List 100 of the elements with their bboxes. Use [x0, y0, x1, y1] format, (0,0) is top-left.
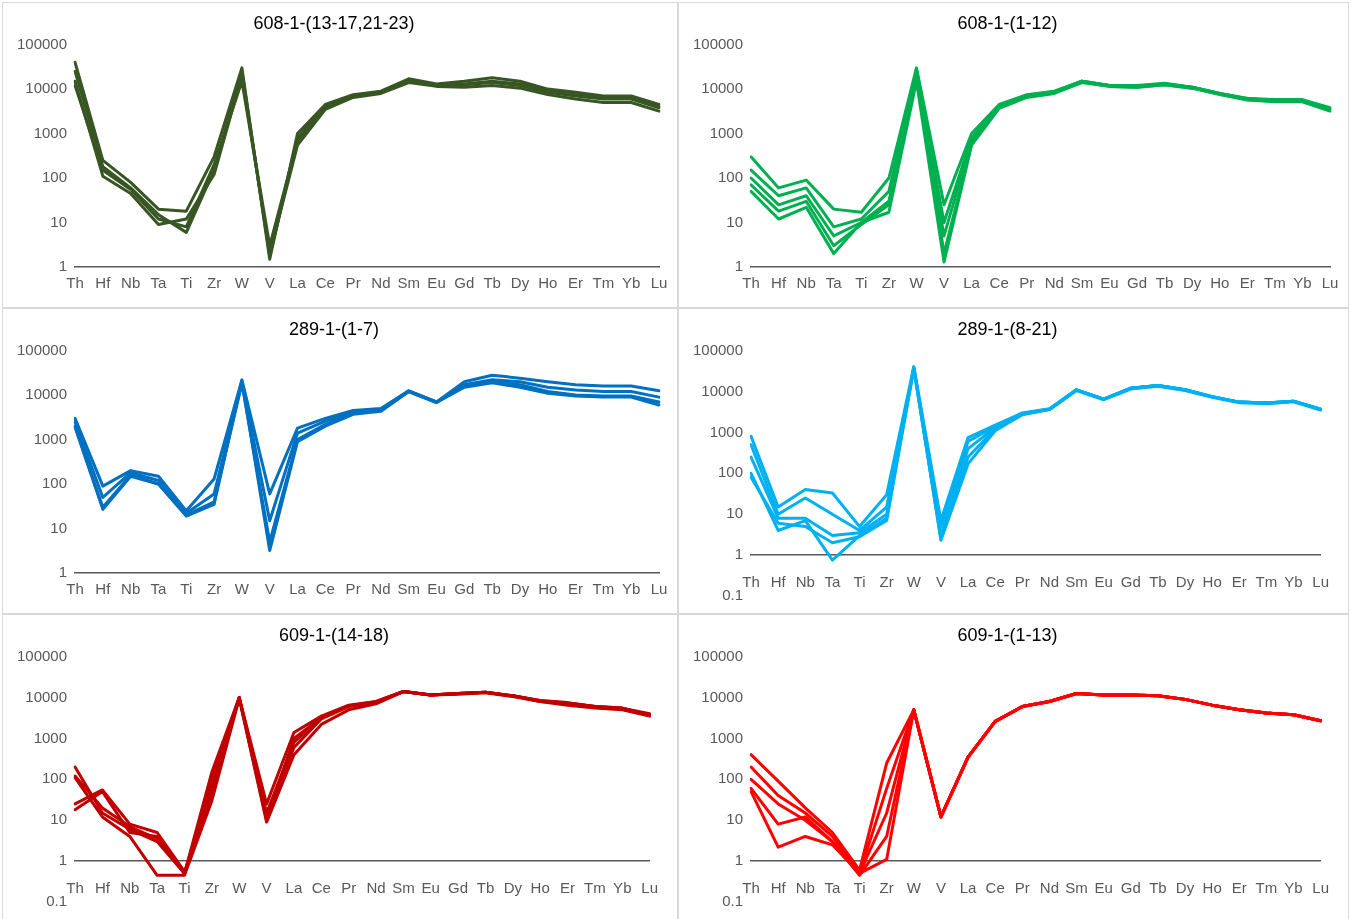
x-tick-label: Dy	[1182, 274, 1202, 292]
y-tick-label: 1000	[709, 123, 744, 141]
x-tick-label: Ce	[311, 879, 331, 897]
y-tick-label: 1000	[709, 728, 744, 746]
x-tick-label: Er	[560, 879, 576, 897]
x-tick-label: Zr	[879, 573, 894, 591]
x-tick-label: Eu	[1100, 274, 1119, 292]
x-tick-label: Hf	[95, 274, 112, 292]
x-tick-label: Th	[66, 879, 84, 897]
y-tick-label: 100000	[692, 34, 744, 52]
x-tick-label: Lu	[1321, 274, 1339, 292]
x-tick-label: Ce	[315, 580, 335, 598]
x-tick-label: Tb	[476, 879, 495, 897]
chart-title: 609-1-(1-13)	[957, 624, 1058, 645]
chart-title: 289-1-(8-21)	[957, 318, 1058, 339]
x-tick-label: Eu	[1094, 879, 1113, 897]
y-tick-label: 1000	[33, 429, 68, 447]
x-tick-label: Ti	[853, 573, 866, 591]
x-tick-label: Yb	[1284, 573, 1303, 591]
x-tick-label: Lu	[641, 879, 658, 897]
y-tick-label: 10	[50, 518, 68, 536]
x-tick-label: Pr	[1019, 274, 1035, 292]
x-tick-label: Dy	[503, 879, 523, 897]
chart-title: 289-1-(1-7)	[288, 318, 380, 339]
y-tick-label: 10000	[701, 79, 744, 97]
y-tick-label: 10000	[701, 381, 744, 399]
x-tick-label: Nb	[121, 274, 141, 292]
y-tick-label: 10	[726, 212, 744, 230]
y-tick-label: 1	[734, 257, 744, 275]
x-tick-label: Er	[1231, 879, 1247, 897]
y-tick-label: 0.1	[722, 586, 744, 604]
x-tick-label: Th	[66, 274, 84, 292]
x-tick-label: Lu	[1312, 573, 1329, 591]
x-tick-label: Tb	[1155, 274, 1174, 292]
y-tick-label: 100	[718, 769, 744, 787]
x-tick-label: Er	[568, 580, 584, 598]
x-tick-label: La	[285, 879, 303, 897]
x-tick-label: Dy	[1175, 879, 1195, 897]
x-tick-label: Dy	[510, 580, 530, 598]
y-tick-label: 10000	[25, 79, 68, 97]
x-tick-label: Nb	[796, 274, 816, 292]
x-tick-label: Er	[1239, 274, 1255, 292]
y-tick-label: 100	[718, 168, 744, 186]
x-tick-label: Dy	[510, 274, 530, 292]
x-tick-label: Ti	[855, 274, 868, 292]
x-tick-label: Yb	[1284, 879, 1303, 897]
x-tick-label: Nb	[795, 573, 815, 591]
x-tick-label: Ho	[538, 580, 558, 598]
y-tick-label: 0.1	[46, 892, 68, 910]
x-tick-label: W	[234, 580, 250, 598]
x-tick-label: Zr	[207, 274, 222, 292]
x-tick-label: Tm	[592, 580, 615, 598]
x-tick-label: Lu	[650, 580, 668, 598]
x-tick-label: V	[264, 274, 275, 292]
x-tick-label: Tm	[584, 879, 606, 897]
x-tick-label: Tm	[1264, 274, 1286, 292]
x-tick-label: Tb	[483, 580, 501, 598]
y-tick-label: 10	[50, 810, 68, 828]
x-tick-label: Ce	[989, 274, 1009, 292]
x-tick-label: Nd	[1039, 879, 1060, 897]
x-tick-label: Ho	[1202, 879, 1222, 897]
x-tick-label: Er	[568, 274, 584, 292]
y-tick-label: 1	[58, 257, 68, 275]
x-tick-label: Ce	[315, 274, 335, 292]
y-tick-label: 0.1	[722, 892, 744, 910]
x-tick-label: Hf	[770, 879, 787, 897]
x-tick-label: Th	[742, 573, 760, 591]
x-tick-label: Zr	[881, 274, 896, 292]
x-tick-label: La	[959, 879, 978, 897]
x-tick-label: Eu	[421, 879, 440, 897]
x-tick-label: Gd	[454, 580, 475, 598]
x-tick-label: Yb	[1293, 274, 1312, 292]
x-tick-label: Ta	[825, 274, 843, 292]
y-tick-label: 10	[726, 504, 744, 522]
chart-title: 609-1-(14-18)	[278, 624, 390, 645]
x-tick-label: Ho	[530, 879, 550, 897]
x-tick-label: Th	[742, 879, 760, 897]
x-tick-label: Ta	[824, 879, 841, 897]
y-tick-label: 1	[734, 851, 744, 869]
x-tick-label: La	[289, 274, 307, 292]
y-tick-label: 100000	[16, 340, 68, 358]
x-tick-label: Sm	[392, 879, 415, 897]
x-tick-label: Tm	[592, 274, 615, 292]
x-tick-label: Nd	[371, 580, 391, 598]
y-tick-label: 1	[58, 563, 68, 581]
y-tick-label: 10	[50, 212, 68, 230]
chart-title: 608-1-(1-12)	[957, 12, 1058, 33]
x-tick-label: Ho	[1210, 274, 1230, 292]
x-tick-label: Lu	[1312, 879, 1329, 897]
x-tick-label: Ti	[180, 580, 193, 598]
y-tick-label: 10000	[25, 687, 68, 705]
x-tick-label: Tm	[1255, 573, 1278, 591]
x-tick-label: V	[935, 879, 946, 897]
x-tick-label: W	[234, 274, 250, 292]
x-tick-label: V	[264, 580, 275, 598]
y-tick-label: 10000	[25, 385, 68, 403]
x-tick-label: Nd	[371, 274, 391, 292]
x-tick-label: Er	[1231, 573, 1247, 591]
x-tick-label: Ce	[985, 573, 1005, 591]
x-tick-label: W	[906, 879, 922, 897]
